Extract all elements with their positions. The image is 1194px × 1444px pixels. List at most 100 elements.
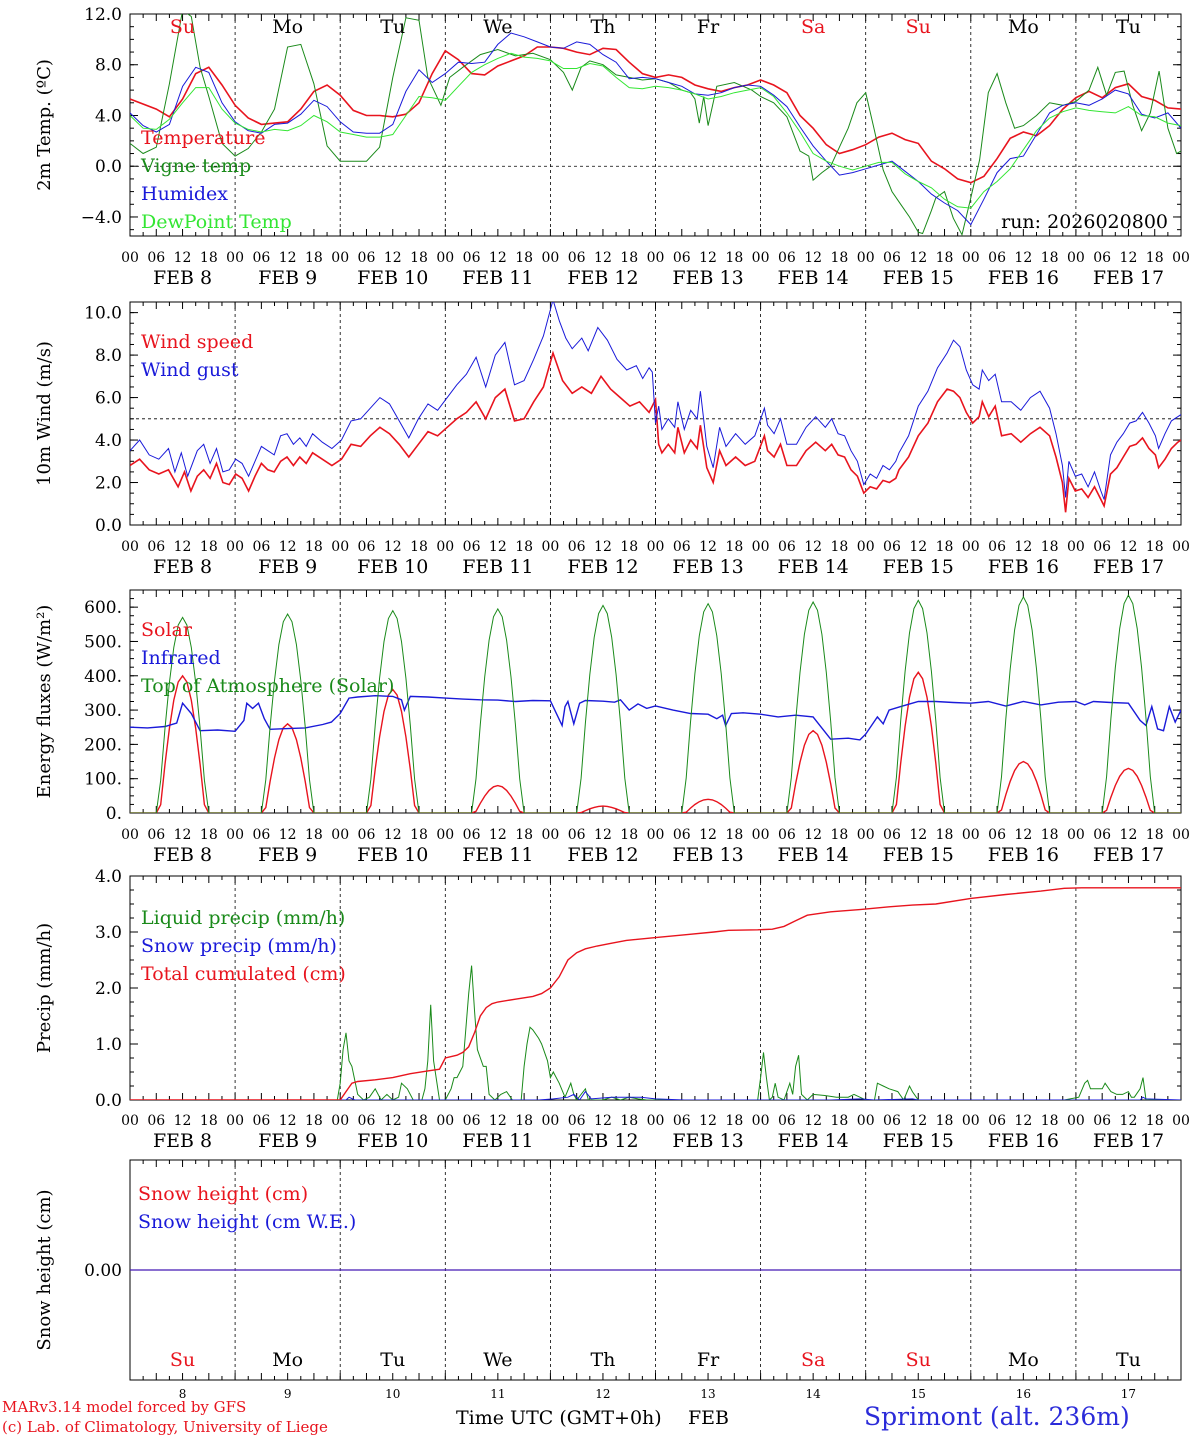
x-hour-label: 06 xyxy=(778,539,796,555)
legend-temperature: Temperature xyxy=(141,127,265,149)
y-tick-label: 4.0 xyxy=(95,106,122,126)
y-tick-label: 600. xyxy=(84,598,122,618)
x-hour-label: 12 xyxy=(1014,1113,1032,1129)
x-date-label: FEB 11 xyxy=(462,556,533,578)
x-hour-label: 06 xyxy=(358,250,376,266)
x-hour-label: 12 xyxy=(594,1113,612,1129)
x-hour-label: 00 xyxy=(857,827,875,843)
legend-snow-height-cm-w-e-: Snow height (cm W.E.) xyxy=(138,1211,356,1233)
legend-wind-gust: Wind gust xyxy=(141,359,239,381)
weekday-label-bottom: Mo xyxy=(1008,1349,1039,1371)
x-hour-label: 12 xyxy=(489,539,507,555)
weekday-label-top: Su xyxy=(170,16,195,38)
x-hour-label: 00 xyxy=(121,1113,139,1129)
day-number-label: 15 xyxy=(911,1387,926,1401)
x-hour-label: 06 xyxy=(778,1113,796,1129)
y-axis-label: Precip (mm/h) xyxy=(34,923,55,1053)
series-liquid-precip-mm-h- xyxy=(130,965,1181,1100)
x-hour-label: 06 xyxy=(252,1113,270,1129)
weekday-label-top: Su xyxy=(906,16,931,38)
x-hour-label: 00 xyxy=(331,827,349,843)
x-hour-label: 06 xyxy=(988,827,1006,843)
x-date-label: FEB 10 xyxy=(357,267,428,289)
x-hour-label: 00 xyxy=(1172,250,1190,266)
x-hour-label: 00 xyxy=(1067,1113,1085,1129)
x-hour-label: 18 xyxy=(620,827,638,843)
x-hour-label: 06 xyxy=(883,827,901,843)
legend-solar: Solar xyxy=(141,619,193,641)
x-hour-label: 12 xyxy=(909,827,927,843)
day-number-label: 9 xyxy=(284,1387,292,1401)
x-hour-label: 18 xyxy=(620,250,638,266)
x-hour-label: 06 xyxy=(1093,250,1111,266)
x-hour-label: 00 xyxy=(752,539,770,555)
y-tick-label: 400. xyxy=(84,667,122,687)
x-date-label: FEB 8 xyxy=(153,844,212,866)
x-axis-month: FEB xyxy=(688,1407,730,1429)
x-hour-label: 00 xyxy=(331,1113,349,1129)
x-hour-label: 00 xyxy=(962,539,980,555)
y-axis-label: 10m Wind (m/s) xyxy=(34,341,55,486)
y-tick-label: 500. xyxy=(84,632,122,652)
x-date-label: FEB 13 xyxy=(672,556,743,578)
x-hour-label: 18 xyxy=(515,539,533,555)
y-tick-label: 0.0 xyxy=(95,1091,122,1111)
y-tick-label: 3.0 xyxy=(95,923,122,943)
y-tick-label: 0.00 xyxy=(84,1261,122,1281)
weekday-label-bottom: Su xyxy=(170,1349,195,1371)
weekday-label-bottom: Tu xyxy=(1116,1349,1141,1371)
x-hour-label: 18 xyxy=(831,827,849,843)
series-dewpoint-temp xyxy=(130,52,1181,209)
x-hour-label: 06 xyxy=(988,539,1006,555)
x-hour-label: 06 xyxy=(147,250,165,266)
x-hour-label: 00 xyxy=(1172,1113,1190,1129)
x-hour-label: 12 xyxy=(594,539,612,555)
x-hour-label: 00 xyxy=(331,250,349,266)
x-hour-label: 00 xyxy=(541,827,559,843)
x-hour-label: 18 xyxy=(620,539,638,555)
x-hour-label: 06 xyxy=(673,827,691,843)
x-date-label: FEB 9 xyxy=(258,556,317,578)
x-date-label: FEB 13 xyxy=(672,844,743,866)
weekday-label-top: Sa xyxy=(801,16,825,38)
series-humidex xyxy=(130,32,1181,226)
x-hour-label: 00 xyxy=(857,1113,875,1129)
series-temperature xyxy=(130,46,1181,184)
x-date-label: FEB 13 xyxy=(672,267,743,289)
weekday-label-bottom: Mo xyxy=(272,1349,303,1371)
legend-dewpoint-temp: DewPoint Temp xyxy=(141,211,292,233)
x-hour-label: 12 xyxy=(804,1113,822,1129)
x-hour-label: 18 xyxy=(305,1113,323,1129)
x-hour-label: 18 xyxy=(1041,539,1059,555)
x-hour-label: 12 xyxy=(489,827,507,843)
series-solar xyxy=(130,671,1181,813)
x-date-label: FEB 16 xyxy=(988,556,1059,578)
x-hour-label: 12 xyxy=(1120,539,1138,555)
y-tick-label: 6.0 xyxy=(95,389,122,409)
weekday-label-top: Mo xyxy=(1008,16,1039,38)
x-date-label: FEB 8 xyxy=(153,267,212,289)
x-hour-label: 06 xyxy=(358,1113,376,1129)
x-date-label: FEB 15 xyxy=(883,267,954,289)
panel-snow xyxy=(129,1159,1182,1381)
legend-wind-speed: Wind speed xyxy=(141,331,253,353)
x-hour-label: 06 xyxy=(673,250,691,266)
weekday-label-top: Tu xyxy=(380,16,405,38)
y-tick-label: −4.0 xyxy=(81,208,122,228)
legend-snow-height-cm-: Snow height (cm) xyxy=(138,1183,308,1205)
x-date-label: FEB 16 xyxy=(988,267,1059,289)
day-number-label: 10 xyxy=(385,1387,400,1401)
x-hour-label: 00 xyxy=(752,1113,770,1129)
legend-vigne-temp: Vigne temp xyxy=(140,155,251,177)
x-hour-label: 18 xyxy=(305,539,323,555)
x-hour-label: 00 xyxy=(1172,539,1190,555)
x-hour-label: 12 xyxy=(279,250,297,266)
x-date-label: FEB 17 xyxy=(1093,556,1164,578)
model-credit: MARv3.14 model forced by GFS xyxy=(2,1398,247,1416)
x-date-label: FEB 15 xyxy=(883,1130,954,1152)
x-hour-label: 12 xyxy=(384,539,402,555)
x-hour-label: 18 xyxy=(725,827,743,843)
x-hour-label: 00 xyxy=(436,250,454,266)
x-hour-label: 00 xyxy=(1067,539,1085,555)
